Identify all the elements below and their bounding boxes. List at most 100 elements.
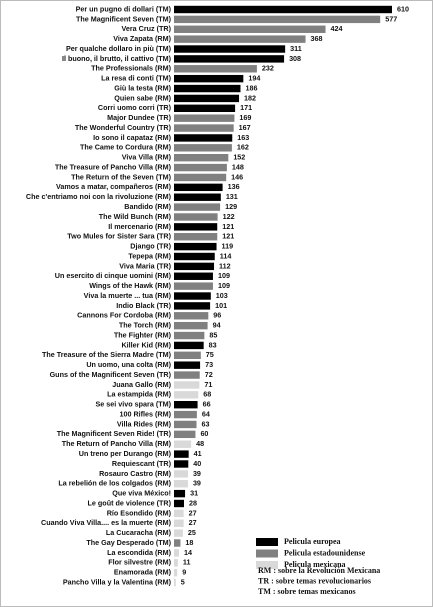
bar (174, 578, 176, 587)
category-label: The Wonderful Country (TR) (75, 123, 172, 132)
value-label: 5 (181, 577, 185, 586)
category-label: La rebelión de los colgados (RM) (58, 479, 171, 488)
bar (174, 312, 209, 320)
bar (174, 499, 185, 508)
category-label: The Came to Cordura (RM) (80, 143, 172, 152)
bar (174, 94, 240, 103)
value-label: 169 (239, 113, 251, 122)
bar (174, 519, 184, 527)
value-label: 40 (193, 459, 201, 468)
category-label: The Magnificent Seven (TM) (76, 14, 172, 23)
bar (174, 529, 183, 537)
category-label: Major Dundee (TR) (107, 113, 171, 122)
value-label: 122 (223, 212, 235, 221)
value-label: 63 (202, 419, 210, 428)
bar (174, 223, 218, 231)
value-label: 424 (331, 24, 343, 33)
bar (174, 302, 211, 310)
value-label: 610 (397, 4, 409, 13)
bar (174, 539, 181, 547)
legend-label: Pelicula europea (284, 537, 341, 546)
bar (174, 55, 285, 63)
category-label: The Return of Pancho Villa (RM) (62, 439, 172, 448)
category-label: Il mercenario (RM) (108, 222, 171, 231)
value-label: 75 (206, 350, 214, 359)
bar (174, 361, 201, 369)
bar (174, 450, 189, 458)
bar (174, 193, 221, 201)
bar (174, 233, 218, 241)
bar (174, 420, 197, 429)
value-label: 171 (240, 103, 252, 112)
value-label: 9 (182, 568, 186, 577)
bar (174, 410, 197, 419)
category-label: The Wild Bunch (RM) (99, 212, 172, 221)
category-label: Vamos a matar, compañeros (RM) (56, 182, 172, 191)
note: RM : sobre la Revolución Mexicana (258, 566, 380, 575)
value-label: 114 (220, 251, 232, 260)
value-label: 163 (237, 133, 249, 142)
bar (174, 173, 227, 182)
value-label: 60 (200, 429, 208, 438)
category-label: Río Esondido (RM) (107, 508, 172, 517)
value-label: 85 (209, 330, 217, 339)
value-label: 39 (193, 469, 201, 478)
category-label: Se sei vivo spara (TM) (96, 400, 172, 409)
category-label: Two Mules for Sister Sara (TR) (67, 232, 171, 241)
category-label: Viva Zapata (RM) (113, 34, 171, 43)
bar (174, 114, 235, 122)
category-label: Que viva México! (112, 489, 171, 498)
value-label: 66 (203, 400, 211, 409)
value-label: 25 (188, 528, 196, 537)
value-label: 182 (244, 93, 256, 102)
category-label: Viva Maria (TR) (119, 261, 171, 270)
value-label: 131 (226, 192, 238, 201)
bar (174, 351, 201, 359)
bar (174, 341, 204, 350)
value-label: 232 (262, 64, 274, 73)
category-label: The Treasure of Pancho Villa (RM) (55, 162, 172, 171)
bar (174, 74, 244, 83)
category-label: Io sono il capataz (RM) (93, 133, 171, 142)
value-label: 83 (209, 340, 217, 349)
category-label: The Gay Desperado (TM) (86, 538, 171, 547)
note: TM : sobre temas mexicanos (258, 587, 356, 596)
category-label: Rosauro Castro (RM) (99, 469, 171, 478)
category-label: Cuando Viva Villa.... es la muerte (RM) (41, 518, 172, 527)
bar (174, 489, 186, 498)
value-label: 311 (290, 44, 302, 53)
category-label: Killer Kid (RM) (121, 340, 171, 349)
bar (174, 292, 211, 300)
category-label: La estampida (RM) (107, 390, 172, 399)
legend-label: Pelicula estadounidense (284, 548, 366, 557)
category-label: Cannons For Cordoba (RM) (77, 311, 171, 320)
category-label: The Fighter (RM) (114, 330, 172, 339)
value-label: 96 (213, 311, 221, 320)
value-label: 18 (185, 538, 193, 547)
value-label: 146 (231, 172, 243, 181)
value-label: 103 (216, 291, 228, 300)
value-label: 101 (215, 301, 227, 310)
value-label: 109 (218, 271, 230, 280)
bar (174, 65, 257, 73)
bar (174, 549, 180, 557)
category-label: Il buono, il brutto, il cattivo (TM) (62, 54, 172, 63)
value-label: 68 (203, 390, 211, 399)
bar (174, 401, 198, 409)
bar (174, 15, 381, 24)
bar (174, 104, 236, 112)
category-label: Pancho Villa y la Valentina (RM) (63, 577, 172, 586)
value-label: 64 (202, 409, 210, 418)
bar (174, 124, 234, 132)
bar (174, 213, 218, 221)
bar (174, 252, 215, 261)
category-label: La resa di conti (TM) (101, 74, 171, 83)
bar (174, 134, 233, 142)
value-label: 14 (184, 548, 192, 557)
bar (174, 25, 326, 33)
category-label: Flor silvestre (RM) (108, 558, 171, 567)
value-label: 71 (204, 380, 212, 389)
category-label: Villa Rides (RM) (117, 419, 172, 428)
value-label: 27 (189, 508, 197, 517)
category-label: La escondida (RM) (107, 548, 172, 557)
